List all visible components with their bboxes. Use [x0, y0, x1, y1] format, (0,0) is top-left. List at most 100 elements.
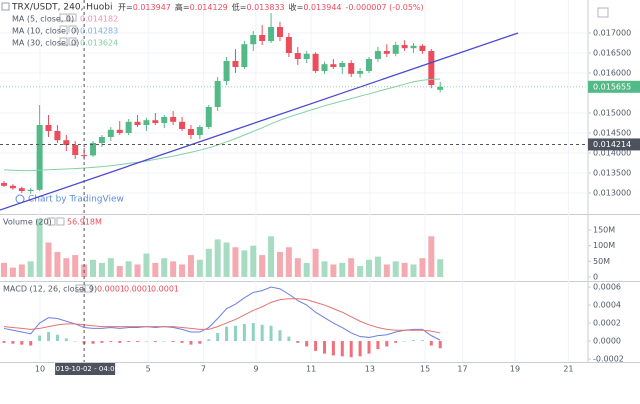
y-tick-label: 0 — [593, 272, 598, 281]
macd-histogram-bar — [305, 341, 309, 347]
x-tick-label: 9 — [253, 365, 258, 374]
volume-bar — [312, 248, 319, 277]
volume-bar — [9, 267, 16, 277]
y-tick-label: 0.013500 — [593, 169, 631, 178]
volume-bar — [330, 264, 337, 277]
volume-bar — [179, 264, 186, 277]
candle-body — [125, 121, 132, 133]
candle-body — [63, 140, 70, 145]
y-tick-label: 0.0004 — [593, 301, 621, 310]
ma-legend-value: 0.014283 — [80, 27, 118, 36]
x-tick-label: 21 — [563, 365, 573, 374]
trend-line — [0, 32, 519, 211]
volume-bar — [428, 236, 435, 277]
candle-body — [223, 61, 230, 81]
candle-body — [45, 125, 52, 131]
y-tick-label: 0.015000 — [593, 109, 631, 118]
candle-body — [366, 59, 373, 71]
eye-icon[interactable] — [75, 284, 84, 293]
eye-icon[interactable] — [59, 37, 68, 46]
screenshot-icon[interactable] — [597, 7, 609, 18]
candle-body — [116, 129, 123, 133]
macd-histogram-bar — [55, 334, 59, 342]
volume-bar — [419, 258, 426, 277]
macd-histogram-bar — [278, 330, 282, 342]
settings-icon[interactable] — [84, 284, 93, 293]
symbol-title: TRX/USDT, 240, Huobi — [11, 3, 113, 13]
macd-histogram-bar — [153, 341, 157, 342]
volume-bar — [294, 258, 301, 277]
candle-body — [392, 45, 399, 54]
macd-histogram-bar — [20, 341, 24, 345]
volume-bar — [27, 261, 34, 277]
volume-bar — [196, 259, 203, 277]
volume-legend: Volume (20) — [3, 218, 52, 227]
candle-body — [241, 44, 248, 67]
y-tick-label: 0.0002 — [593, 319, 621, 328]
candle-body — [90, 143, 97, 156]
candle-body — [152, 120, 159, 123]
macd-line — [3, 298, 441, 334]
macd-histogram-bar — [144, 341, 148, 342]
candle-body — [107, 129, 114, 137]
eye-icon[interactable] — [59, 13, 68, 22]
macd-histogram-bar — [420, 340, 424, 342]
settings-icon[interactable] — [68, 13, 77, 22]
volume-bar — [250, 245, 257, 277]
candle-body — [374, 51, 381, 59]
volume-bar — [383, 264, 390, 277]
ma-legend-name: MA (5, close, 0) — [12, 15, 74, 24]
candle-body — [36, 125, 43, 190]
volume-bar — [348, 258, 355, 277]
macd-histogram-bar — [358, 341, 362, 357]
candle-body — [1, 183, 8, 186]
y-tick-label: 0.014000 — [593, 149, 631, 158]
macd-histogram-bar — [251, 323, 255, 342]
candle-body — [250, 35, 257, 45]
ma-legend-name: MA (30, close, 0) — [12, 39, 79, 48]
candle-body — [401, 45, 408, 49]
settings-icon[interactable] — [56, 217, 65, 226]
volume-bar — [1, 262, 8, 277]
volume-bar — [98, 262, 105, 277]
macd-histogram-bar — [260, 324, 264, 342]
macd-histogram-bar — [331, 341, 335, 356]
candle-body — [419, 45, 426, 51]
macd-histogram-bar — [287, 336, 291, 342]
macd-histogram-bar — [64, 338, 68, 342]
candle-body — [330, 64, 337, 67]
ma-legend-name: MA (10, close, 0) — [12, 27, 79, 36]
volume-bar — [303, 262, 310, 277]
settings-icon[interactable] — [68, 37, 77, 46]
volume-bar — [268, 236, 275, 277]
ma-legend-value: 0.014182 — [80, 15, 118, 24]
macd-histogram-bar — [233, 325, 237, 342]
volume-bar — [366, 259, 373, 277]
volume-bar — [90, 259, 97, 277]
candle-body — [179, 121, 186, 129]
macd-histogram-bar — [180, 341, 184, 343]
candle-body — [187, 129, 194, 135]
macd-histogram-bar — [118, 341, 122, 343]
candle-body — [18, 188, 25, 191]
ma-legend-value: 0.013624 — [80, 39, 118, 48]
y-tick-label: 0.0006 — [593, 283, 621, 292]
y-tick-label: 0.013000 — [593, 189, 631, 198]
eye-icon[interactable] — [47, 217, 56, 226]
macd-histogram-bar — [394, 341, 398, 343]
ma-line — [3, 78, 441, 172]
candle-body — [134, 121, 141, 125]
macd-legend-value: 0.0001 — [151, 285, 179, 294]
volume-bar — [143, 253, 150, 277]
y-tick-label: 0.0000 — [593, 337, 621, 346]
ohlc-value: 0.013944 — [303, 3, 341, 12]
macd-histogram-bar — [403, 341, 407, 342]
volume-bar — [410, 264, 417, 277]
macd-histogram-bar — [314, 341, 318, 351]
candle-body — [428, 51, 435, 85]
volume-bar — [241, 250, 248, 277]
macd-histogram-bar — [189, 341, 193, 345]
collapse-icon[interactable] — [1, 2, 10, 11]
volume-bar — [259, 255, 266, 277]
layout — [0, 0, 640, 363]
